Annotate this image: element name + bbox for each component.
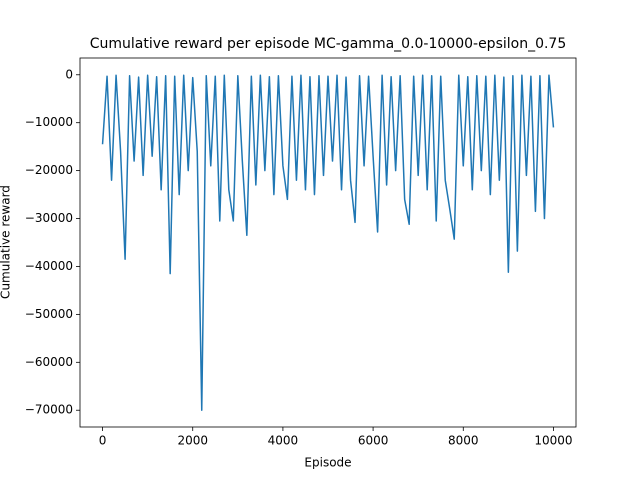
x-tick-label: 10000: [534, 434, 572, 448]
x-axis-label: Episode: [304, 456, 351, 470]
y-tick-label: −10000: [25, 115, 73, 129]
y-tick-label: −40000: [25, 259, 73, 273]
x-tick-label: 4000: [268, 434, 299, 448]
y-tick-label: −70000: [25, 403, 73, 417]
x-tick-label: 2000: [177, 434, 208, 448]
chart-title: Cumulative reward per episode MC-gamma_0…: [90, 36, 567, 52]
x-tick-label: 6000: [358, 434, 389, 448]
plot-frame: [79, 57, 577, 428]
x-tick-label: 8000: [448, 434, 479, 448]
y-axis-label: Cumulative reward: [0, 185, 13, 299]
data-line: [101, 74, 555, 411]
y-tick-label: −50000: [25, 307, 73, 321]
x-tick-label: 0: [99, 434, 107, 448]
y-tick-label: −30000: [25, 211, 73, 225]
y-tick-label: −20000: [25, 163, 73, 177]
y-tick-label: 0: [65, 67, 73, 81]
y-tick-label: −60000: [25, 355, 73, 369]
